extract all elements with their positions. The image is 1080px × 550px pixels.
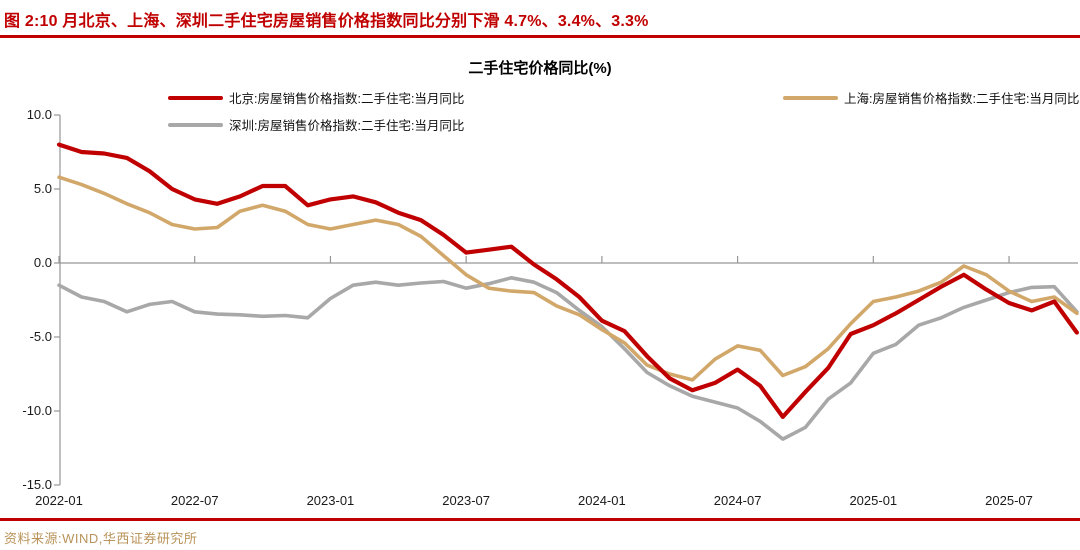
legend-item-beijing: 北京:房屋销售价格指数:二手住宅:当月同比 [168, 89, 464, 106]
x-axis-label: 2025-01 [849, 493, 898, 508]
beijing-series-line [56, 142, 1080, 419]
y-axis-label: -5.0 [29, 329, 52, 344]
legend-label-shanghai: 上海:房屋销售价格指数:二手住宅:当月同比 [844, 92, 1080, 106]
beijing-line-swatch-icon [168, 95, 223, 100]
source-note: 资料来源:WIND,华西证券研究所 [4, 531, 198, 546]
x-axis-label: 2024-01 [578, 493, 626, 508]
top-divider [0, 35, 1080, 38]
bottom-divider [0, 518, 1080, 521]
x-axis-label: 2023-07 [442, 493, 491, 508]
figure-title: 图 2:10 月北京、上海、深圳二手住宅房屋销售价格指数同比分别下滑 4.7%、… [4, 13, 649, 30]
chart-title: 二手住宅价格同比(%) [468, 60, 612, 77]
shanghai-series-line [57, 175, 1079, 382]
y-axis-label: -15.0 [22, 477, 52, 492]
y-axis-label: 5.0 [33, 181, 52, 196]
y-axis-label: -10.0 [22, 403, 52, 418]
x-axis-label: 2022-01 [35, 493, 83, 508]
legend-item-shanghai: 上海:房屋销售价格指数:二手住宅:当月同比 [783, 89, 1079, 106]
shenzhen-line-swatch-icon [168, 122, 223, 127]
y-axis-label: 10.0 [26, 107, 52, 122]
legend-label-shenzhen: 深圳:房屋销售价格指数:二手住宅:当月同比 [229, 119, 465, 133]
x-axis-label: 2023-01 [306, 493, 355, 508]
legend-label-beijing: 北京:房屋销售价格指数:二手住宅:当月同比 [229, 92, 465, 106]
shanghai-line-swatch-icon [783, 95, 838, 100]
legend-item-shenzhen: 深圳:房屋销售价格指数:二手住宅:当月同比 [168, 116, 464, 133]
x-axis-label: 2025-07 [985, 493, 1033, 508]
x-axis-label: 2024-07 [713, 493, 762, 508]
y-axis-label: 0.0 [33, 255, 52, 270]
x-axis-label: 2022-07 [170, 493, 219, 508]
shenzhen-series-line [57, 275, 1079, 441]
